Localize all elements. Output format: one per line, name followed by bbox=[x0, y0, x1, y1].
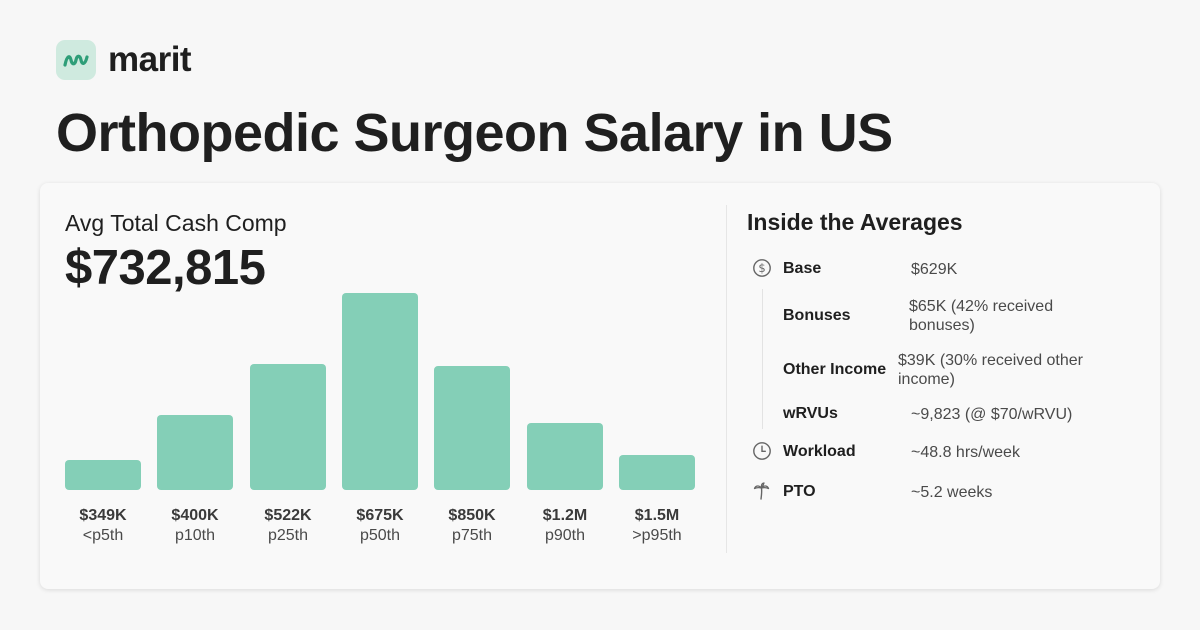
chart-bar bbox=[250, 364, 326, 490]
row-label-bonuses: Bonuses bbox=[783, 307, 851, 324]
bar-percentile-label: p10th bbox=[174, 527, 216, 544]
distribution-panel: Avg Total Cash Comp $732,815 $349K <p5th $… bbox=[40, 183, 726, 589]
row-label-base: Base bbox=[783, 260, 822, 277]
clock-icon bbox=[753, 442, 771, 460]
bar-value-label: $1.2M bbox=[542, 507, 588, 524]
chart-bar bbox=[65, 460, 141, 490]
row-label-other-income: Other Income bbox=[783, 361, 887, 378]
chart-bar bbox=[434, 366, 510, 490]
bar-percentile-label: <p5th bbox=[82, 527, 124, 544]
row-value-wrvus: ~9,823 (@ $70/wRVU) bbox=[911, 406, 1073, 423]
salary-card: Avg Total Cash Comp $732,815 $349K <p5th $… bbox=[40, 183, 1160, 589]
chart-bar bbox=[619, 455, 695, 490]
bar-percentile-label: p25th bbox=[267, 527, 309, 544]
brand-name: marit bbox=[108, 40, 192, 79]
dollar-circle-icon: $ bbox=[753, 259, 771, 277]
brand-logo[interactable]: marit bbox=[56, 40, 192, 80]
bar-value-label: $1.5M bbox=[634, 507, 680, 524]
row-label-pto: PTO bbox=[783, 483, 816, 500]
svg-text:$: $ bbox=[758, 261, 765, 275]
inside-averages-title: Inside the Averages bbox=[747, 209, 963, 235]
logo-mark-icon bbox=[56, 40, 96, 80]
row-label-workload: Workload bbox=[783, 443, 856, 460]
palm-tree-icon bbox=[753, 482, 770, 500]
row-value-bonuses: $65K (42% received bonuses) bbox=[909, 298, 1054, 334]
page-title: Orthopedic Surgeon Salary in US bbox=[56, 103, 893, 163]
bar-value-label: $850K bbox=[448, 507, 496, 524]
chart-bar bbox=[157, 415, 233, 490]
row-label-wrvus: wRVUs bbox=[783, 405, 838, 422]
bar-value-label: $675K bbox=[356, 507, 404, 524]
row-value-pto: ~5.2 weeks bbox=[911, 484, 993, 501]
bar-percentile-label: p50th bbox=[359, 527, 401, 544]
row-value-base: $629K bbox=[911, 261, 958, 278]
bar-value-label: $400K bbox=[171, 507, 219, 524]
row-value-other-income: $39K (30% received other income) bbox=[898, 352, 1083, 388]
avg-comp-value: $732,815 bbox=[65, 241, 266, 295]
breakdown-connector bbox=[762, 289, 763, 429]
bar-percentile-label: p90th bbox=[544, 527, 586, 544]
chart-bar bbox=[342, 293, 418, 490]
chart-bar bbox=[527, 423, 603, 490]
panel-divider bbox=[726, 205, 727, 553]
row-value-workload: ~48.8 hrs/week bbox=[911, 444, 1020, 461]
bar-percentile-label: >p95th bbox=[632, 527, 682, 544]
bar-value-label: $522K bbox=[264, 507, 312, 524]
avg-comp-label: Avg Total Cash Comp bbox=[65, 210, 287, 236]
bar-value-label: $349K bbox=[79, 507, 127, 524]
bar-percentile-label: p75th bbox=[451, 527, 493, 544]
